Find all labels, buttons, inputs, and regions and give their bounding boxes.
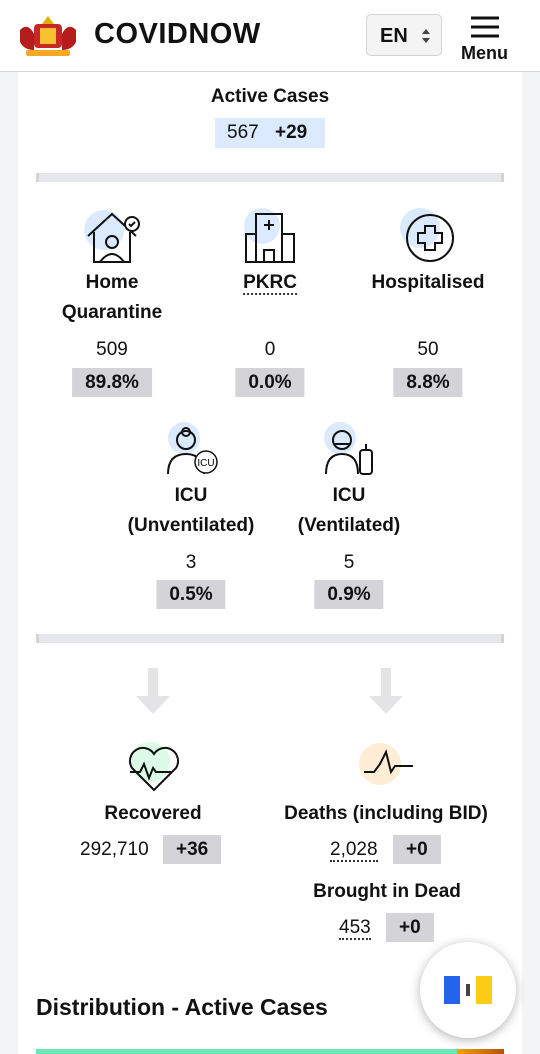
category-label: ICU (Unventilated): [127, 485, 255, 536]
recovered-icon: [129, 742, 179, 792]
divider: [36, 634, 504, 643]
pkrc-icon: [244, 208, 295, 263]
header: COVIDNOW EN Menu: [0, 0, 540, 72]
category-value: 509: [96, 339, 128, 360]
deaths-label: Deaths (including BID): [284, 803, 488, 824]
icu-icon: ICU: [167, 422, 218, 475]
bid-link[interactable]: 453: [339, 917, 371, 940]
deaths-icon: [359, 743, 413, 785]
select-arrows: [422, 29, 430, 43]
logo: [20, 16, 76, 56]
bid-label: Brought in Dead: [313, 881, 461, 902]
active-title: Active Cases: [210, 86, 330, 107]
pkrc-link[interactable]: PKRC: [243, 272, 297, 295]
category-value: 0: [264, 339, 276, 360]
menu-button[interactable]: Menu: [458, 12, 514, 63]
distribution-title: Distribution - Active Cases: [36, 994, 328, 1020]
icu-icon-label: ICU: [197, 458, 214, 469]
active-box: 567 +29: [215, 118, 325, 148]
language-select[interactable]: EN: [366, 14, 442, 56]
category-value: 5: [343, 552, 355, 573]
category-value: 3: [185, 552, 197, 573]
category-label: Hospitalised: [371, 272, 485, 293]
arrow-down: [136, 668, 170, 714]
category-label[interactable]: PKRC: [243, 268, 297, 298]
recovered-value: 292,710: [80, 839, 149, 860]
category-percent: 0.9%: [314, 580, 384, 609]
category-label: ICU (Ventilated): [297, 485, 401, 536]
state-flag: [444, 976, 492, 1004]
active-value: 567: [227, 122, 259, 143]
bid-change: +0: [386, 913, 434, 942]
home-icon: [84, 210, 140, 263]
brand: COVIDNOW: [94, 18, 261, 50]
deaths-link[interactable]: 2,028: [330, 839, 378, 862]
distribution-bar: [36, 1049, 504, 1054]
recovered-change: +36: [163, 835, 222, 864]
hospital-icon: [400, 208, 454, 262]
category-percent: 0.0%: [235, 368, 305, 397]
state-button[interactable]: [420, 942, 516, 1038]
category-value: 50: [417, 339, 439, 360]
divider: [36, 173, 504, 182]
category-percent: 8.8%: [393, 368, 463, 397]
category-percent: 89.8%: [72, 368, 152, 397]
menu-icon: [471, 16, 499, 38]
recovered-label: Recovered: [104, 803, 202, 824]
bid-value[interactable]: 453: [339, 916, 371, 940]
deaths-value[interactable]: 2,028: [330, 838, 378, 862]
category-label: Home Quarantine: [61, 272, 163, 323]
arrow-down: [369, 668, 403, 714]
ventilator-icon: [324, 422, 373, 475]
category-percent: 0.5%: [156, 580, 226, 609]
active-change: +29: [275, 122, 308, 143]
language: EN: [380, 25, 408, 47]
menu-label: Menu: [461, 43, 508, 63]
deaths-change: +0: [393, 835, 441, 864]
